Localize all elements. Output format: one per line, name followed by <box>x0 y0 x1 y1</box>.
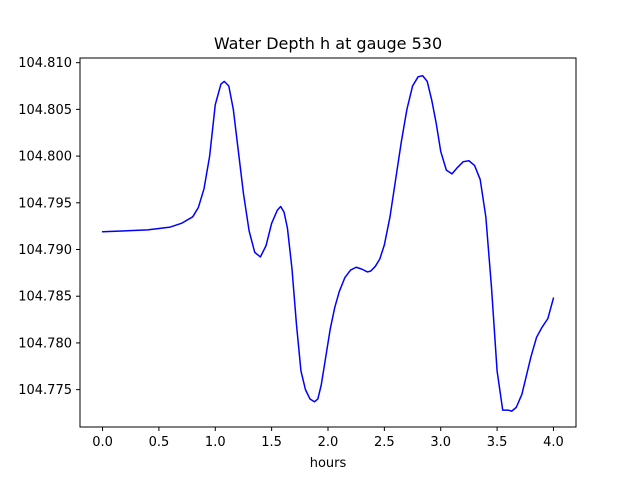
x-tick-label: 4.0 <box>543 435 564 450</box>
y-tick-label: 104.790 <box>18 243 72 258</box>
y-tick-label: 104.810 <box>18 56 72 71</box>
x-tick-label: 3.0 <box>430 435 451 450</box>
series-line-0 <box>101 75 555 412</box>
x-tick-label: 0.5 <box>149 435 170 450</box>
x-tick-label: 2.5 <box>374 435 395 450</box>
x-tick-label: 2.0 <box>318 435 339 450</box>
x-axis-label: hours <box>310 456 347 471</box>
x-tick-label: 0.0 <box>92 435 113 450</box>
x-tick-label: 1.0 <box>205 435 226 450</box>
y-tick-label: 104.775 <box>18 383 72 398</box>
chart-title: Water Depth h at gauge 530 <box>214 34 442 53</box>
y-tick-label: 104.785 <box>18 290 72 305</box>
y-tick-label: 104.805 <box>18 103 72 118</box>
y-tick-label: 104.795 <box>18 196 72 211</box>
y-tick-label: 104.800 <box>18 150 72 165</box>
x-axis: 0.0 0.5 1.0 1.5 2.0 2.5 3.0 3.5 4.0 <box>92 427 564 450</box>
y-tick-label: 104.780 <box>18 336 72 351</box>
y-axis: 104.775 104.780 104.785 104.790 104.795 104.8… <box>18 56 80 398</box>
plot-area <box>101 75 555 412</box>
x-tick-label: 1.5 <box>261 435 282 450</box>
x-tick-label: 3.5 <box>487 435 508 450</box>
